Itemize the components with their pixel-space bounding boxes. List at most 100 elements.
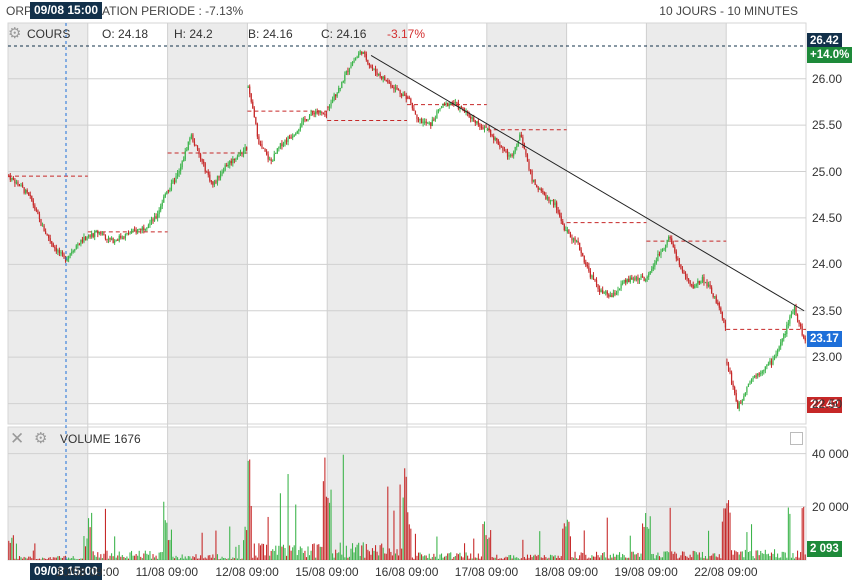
volume-bar [28,556,30,560]
candle-body [293,135,295,137]
volume-bar [230,558,232,560]
candle-body [721,311,723,319]
candle-body [192,134,194,142]
candle-body [746,386,748,393]
candle-body [585,262,587,265]
candle-body [77,244,79,246]
volume-bar [14,558,16,560]
candle-body [382,76,384,79]
candle-body [611,295,613,298]
volume-bar [528,557,530,560]
candle-body [232,158,234,164]
candle-body [801,326,803,336]
candle-body [519,134,521,141]
candle-body [370,65,372,67]
volume-bar [227,558,229,560]
volume-bar [669,507,671,560]
volume-bar [126,556,128,560]
volume-bar [140,556,142,560]
volume-bar [800,552,802,560]
volume-bar [292,547,294,560]
volume-bar [747,552,749,560]
volume-bar [290,550,292,560]
gear-icon[interactable]: ⚙ [8,25,22,42]
volume-bar [226,559,228,560]
volume-bar [112,556,114,560]
candle-body [358,53,360,57]
candle-body [43,225,45,232]
volume-bar [549,554,552,560]
volume-bar [503,557,505,560]
volume-bar [275,545,277,560]
volume-bar [261,543,263,560]
candle-body [677,258,679,261]
close-icon[interactable]: ✕ [10,429,25,448]
volume-bar [60,557,62,560]
gear-icon[interactable]: ⚙ [34,430,48,447]
candle-body [312,112,314,114]
candle-body [265,151,268,155]
candle-body [40,219,42,226]
candle-body [368,63,371,66]
candle-body [681,269,684,272]
volume-bar [422,556,424,560]
volume-bar [592,556,594,560]
candle-body [729,370,731,373]
candle-body [792,311,794,314]
candle-body [424,121,426,123]
volume-bar [353,552,355,560]
volume-bar [92,551,94,560]
volume-bar [586,558,588,560]
volume-bar [391,555,393,560]
candle-body [796,314,799,321]
candle-body [770,360,773,365]
candle-body [112,238,114,243]
candle-body [401,93,403,97]
volume-bar [22,558,24,560]
volume-bar [468,558,470,560]
candle-body [769,360,771,364]
candle-body [680,264,682,270]
volume-bar [456,553,458,560]
x-tick-label: 16/08 09:00 [375,565,439,579]
candle-body [166,191,168,195]
candle-body [385,80,387,82]
volume-bar [439,554,441,560]
candle-body [14,179,16,184]
candle-body [509,154,512,156]
candle-body [153,216,156,222]
volume-bar [141,558,143,560]
volume-bar [364,557,366,560]
volume-bar [447,553,449,560]
volume-bar [324,457,326,560]
candle-body [539,188,541,190]
volume-bar [29,556,31,560]
volume-bar [522,539,524,560]
volume-bar [186,558,188,560]
period-selector[interactable]: 10 JOURS - 10 MINUTES [659,4,798,18]
candle-body [437,109,440,112]
candle-body [674,247,676,252]
candle-body [9,176,11,180]
volume-bar [172,556,174,560]
volume-checkbox[interactable] [790,432,803,445]
candle-body [632,278,634,280]
candle-body [419,119,421,121]
volume-bar [61,558,64,560]
volume-bar [106,550,108,560]
candle-body [78,244,80,246]
volume-bar [393,510,395,560]
candle-body [562,221,564,225]
candle-body [115,239,117,241]
volume-bar [368,551,370,560]
volume-bar [695,552,697,560]
volume-bar [424,555,426,560]
volume-bar [729,512,731,560]
volume-bar [362,542,364,560]
volume-bar [224,557,226,560]
volume-bar [454,555,456,560]
volume-bar [296,555,298,560]
volume-bar [663,551,665,560]
volume-bar [634,554,636,560]
candle-body [176,173,179,177]
